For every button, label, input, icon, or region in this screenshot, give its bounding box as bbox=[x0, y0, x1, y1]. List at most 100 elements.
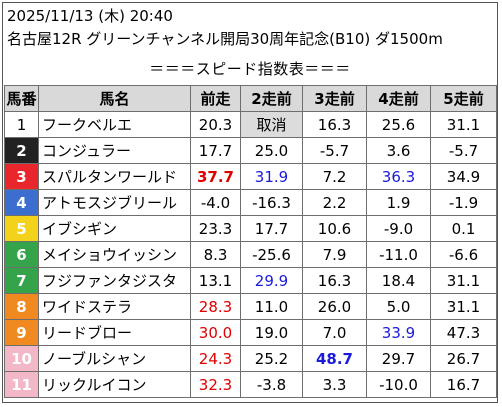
col-header-horse-name: 馬名 bbox=[38, 85, 191, 112]
speed-index-2-races-ago: 25.0 bbox=[240, 137, 303, 164]
speed-index-3-races-ago: 26.0 bbox=[302, 293, 367, 320]
speed-index-last-race: 23.3 bbox=[190, 215, 241, 242]
speed-index-3-races-ago: -5.7 bbox=[302, 137, 367, 164]
horse-number: 10 bbox=[4, 345, 39, 372]
table-row: 9 リードブロー 30.0 19.0 7.0 33.9 47.3 bbox=[4, 319, 497, 346]
speed-index-5-races-ago: -6.6 bbox=[430, 241, 497, 268]
speed-index-3-races-ago: 16.3 bbox=[302, 267, 367, 294]
horse-name: ワイドステラ bbox=[38, 293, 191, 320]
table-row: 3 スパルタンワールド 37.7 31.9 7.2 36.3 34.9 bbox=[4, 163, 497, 190]
table-row: 7 フジファンタジスタ 13.1 29.9 16.3 18.4 31.1 bbox=[4, 267, 497, 294]
speed-index-5-races-ago: -5.7 bbox=[430, 137, 497, 164]
speed-index-2-races-ago: 31.9 bbox=[240, 163, 303, 190]
table-subtitle: ＝＝＝スピード指数表＝＝＝ bbox=[149, 60, 351, 78]
race-datetime: 2025/11/13 (木) 20:40 bbox=[7, 7, 173, 25]
speed-index-panel: 2025/11/13 (木) 20:40 名古屋12R グリーンチャンネル開局3… bbox=[2, 2, 498, 403]
table-row: 10 ノーブルシャン 24.3 25.2 48.7 29.7 26.7 bbox=[4, 345, 497, 372]
speed-index-4-races-ago: 33.9 bbox=[366, 319, 431, 346]
horse-name: スパルタンワールド bbox=[38, 163, 191, 190]
table-row: 5 イブシギン 23.3 17.7 10.6 -9.0 0.1 bbox=[4, 215, 497, 242]
col-header-2-races-ago: 2走前 bbox=[240, 85, 303, 112]
speed-index-3-races-ago: 7.2 bbox=[302, 163, 367, 190]
horse-number: 7 bbox=[4, 267, 39, 294]
speed-index-table: 馬番 馬名 前走 2走前 3走前 4走前 5走前 1 フークベルエ 20.3 取消 16… bbox=[4, 85, 497, 398]
speed-index-3-races-ago: 3.3 bbox=[302, 371, 367, 398]
speed-index-last-race: 24.3 bbox=[190, 345, 241, 372]
horse-number: 1 bbox=[4, 111, 39, 138]
horse-name: ノーブルシャン bbox=[38, 345, 191, 372]
speed-index-5-races-ago: 26.7 bbox=[430, 345, 497, 372]
speed-index-4-races-ago: -9.0 bbox=[366, 215, 431, 242]
speed-index-5-races-ago: 34.9 bbox=[430, 163, 497, 190]
horse-number: 9 bbox=[4, 319, 39, 346]
col-header-number: 馬番 bbox=[4, 85, 39, 112]
horse-name: コンジュラー bbox=[38, 137, 191, 164]
speed-index-last-race: -4.0 bbox=[190, 189, 241, 216]
horse-name: フークベルエ bbox=[38, 111, 191, 138]
horse-number: 11 bbox=[4, 371, 39, 398]
speed-index-2-races-ago: 11.0 bbox=[240, 293, 303, 320]
speed-index-last-race: 32.3 bbox=[190, 371, 241, 398]
speed-index-4-races-ago: 18.4 bbox=[366, 267, 431, 294]
speed-index-4-races-ago: 25.6 bbox=[366, 111, 431, 138]
speed-index-2-races-ago: 29.9 bbox=[240, 267, 303, 294]
header-row: 馬番 馬名 前走 2走前 3走前 4走前 5走前 bbox=[4, 85, 497, 112]
speed-index-4-races-ago: -11.0 bbox=[366, 241, 431, 268]
horse-number: 2 bbox=[4, 137, 39, 164]
speed-index-last-race: 37.7 bbox=[190, 163, 241, 190]
speed-index-last-race: 13.1 bbox=[190, 267, 241, 294]
speed-index-3-races-ago: 10.6 bbox=[302, 215, 367, 242]
speed-index-last-race: 28.3 bbox=[190, 293, 241, 320]
speed-index-4-races-ago: 29.7 bbox=[366, 345, 431, 372]
horse-number: 5 bbox=[4, 215, 39, 242]
speed-index-5-races-ago: 31.1 bbox=[430, 111, 497, 138]
speed-index-4-races-ago: 3.6 bbox=[366, 137, 431, 164]
speed-index-4-races-ago: -10.0 bbox=[366, 371, 431, 398]
horse-name: リックルイコン bbox=[38, 371, 191, 398]
speed-index-2-races-ago: 19.0 bbox=[240, 319, 303, 346]
speed-index-4-races-ago: 36.3 bbox=[366, 163, 431, 190]
speed-index-2-races-ago: -16.3 bbox=[240, 189, 303, 216]
speed-index-3-races-ago: 16.3 bbox=[302, 111, 367, 138]
speed-index-3-races-ago: 7.0 bbox=[302, 319, 367, 346]
speed-index-5-races-ago: 31.1 bbox=[430, 293, 497, 320]
table-row: 11 リックルイコン 32.3 -3.8 3.3 -10.0 16.7 bbox=[4, 371, 497, 398]
horse-number: 3 bbox=[4, 163, 39, 190]
speed-index-2-races-ago: 25.2 bbox=[240, 345, 303, 372]
speed-index-2-races-ago: 17.7 bbox=[240, 215, 303, 242]
horse-number: 8 bbox=[4, 293, 39, 320]
horse-name: リードブロー bbox=[38, 319, 191, 346]
table-row: 1 フークベルエ 20.3 取消 16.3 25.6 31.1 bbox=[4, 111, 497, 138]
speed-index-5-races-ago: 47.3 bbox=[430, 319, 497, 346]
col-header-4-races-ago: 4走前 bbox=[366, 85, 431, 112]
speed-index-last-race: 20.3 bbox=[190, 111, 241, 138]
horse-name: イブシギン bbox=[38, 215, 191, 242]
table-row: 4 アトモスジブリール -4.0 -16.3 2.2 1.9 -1.9 bbox=[4, 189, 497, 216]
speed-index-3-races-ago: 2.2 bbox=[302, 189, 367, 216]
horse-name: フジファンタジスタ bbox=[38, 267, 191, 294]
table-row: 6 メイショウイッシン 8.3 -25.6 7.9 -11.0 -6.6 bbox=[4, 241, 497, 268]
horse-name: アトモスジブリール bbox=[38, 189, 191, 216]
speed-index-last-race: 8.3 bbox=[190, 241, 241, 268]
horse-number: 4 bbox=[4, 189, 39, 216]
speed-index-3-races-ago: 7.9 bbox=[302, 241, 367, 268]
speed-index-last-race: 30.0 bbox=[190, 319, 241, 346]
speed-index-4-races-ago: 5.0 bbox=[366, 293, 431, 320]
speed-index-5-races-ago: 16.7 bbox=[430, 371, 497, 398]
col-header-5-races-ago: 5走前 bbox=[430, 85, 497, 112]
col-header-3-races-ago: 3走前 bbox=[302, 85, 367, 112]
race-title: 名古屋12R グリーンチャンネル開局30周年記念(B10) ダ1500m bbox=[7, 30, 443, 48]
horse-name: メイショウイッシン bbox=[38, 241, 191, 268]
speed-index-2-races-ago: -25.6 bbox=[240, 241, 303, 268]
table-row: 2 コンジュラー 17.7 25.0 -5.7 3.6 -5.7 bbox=[4, 137, 497, 164]
speed-index-5-races-ago: 31.1 bbox=[430, 267, 497, 294]
table-row: 8 ワイドステラ 28.3 11.0 26.0 5.0 31.1 bbox=[4, 293, 497, 320]
speed-index-2-races-ago: 取消 bbox=[240, 111, 303, 138]
speed-index-5-races-ago: -1.9 bbox=[430, 189, 497, 216]
horse-number: 6 bbox=[4, 241, 39, 268]
col-header-last-race: 前走 bbox=[190, 85, 241, 112]
speed-index-last-race: 17.7 bbox=[190, 137, 241, 164]
speed-index-2-races-ago: -3.8 bbox=[240, 371, 303, 398]
speed-index-5-races-ago: 0.1 bbox=[430, 215, 497, 242]
speed-index-3-races-ago: 48.7 bbox=[302, 345, 367, 372]
